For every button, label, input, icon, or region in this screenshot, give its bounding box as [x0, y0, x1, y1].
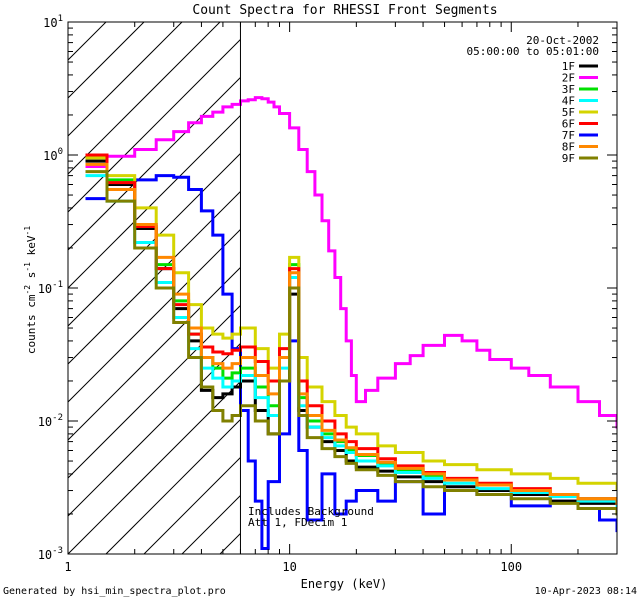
y-tick-label: 10-1 — [38, 280, 63, 296]
legend-label-3F: 3F — [562, 83, 575, 96]
hatch-line — [68, 22, 221, 175]
hatch-region — [68, 22, 241, 554]
legend-label-9F: 9F — [562, 152, 575, 165]
x-axis: 1 10 100 — [64, 22, 618, 574]
legend-label-8F: 8F — [562, 141, 575, 154]
series-2F-line — [85, 96, 617, 429]
y-axis-label-main: counts cm — [25, 294, 38, 354]
y-axis-label-exp-c: -1 — [23, 262, 32, 272]
hatch-line — [105, 419, 241, 554]
legend-label-5F: 5F — [562, 106, 575, 119]
y-tick-label: 100 — [43, 147, 63, 163]
y-axis-label-exp-a: -2 — [23, 285, 32, 295]
date-label: 20-Oct-2002 — [526, 34, 599, 47]
hatch-line — [68, 229, 241, 403]
hatch-line — [68, 191, 241, 365]
y-axis-label-kev: keV — [25, 235, 38, 262]
series-9F-line — [85, 170, 617, 516]
hatch-line — [68, 39, 241, 213]
series-5F-line — [85, 156, 617, 491]
y-axis-label-s: s — [25, 272, 38, 285]
y-tick-label: 10-3 — [38, 546, 63, 562]
y-axis-label: counts cm-2 s-1 keV-1 — [23, 226, 38, 354]
hatch-line — [143, 457, 241, 554]
hatch-line — [68, 115, 241, 289]
y-tick-label: 101 — [43, 14, 63, 30]
hatch-line — [68, 381, 241, 554]
chart-title: Count Spectra for RHESSI Front Segments — [192, 3, 497, 18]
hatch-line — [68, 22, 145, 99]
hatch-line — [68, 22, 107, 61]
time-range-label: 05:00:00 to 05:01:00 — [467, 45, 599, 58]
legend-label-1F: 1F — [562, 60, 575, 73]
legend-label-7F: 7F — [562, 129, 575, 142]
background-note: Includes Background — [248, 505, 374, 518]
legend-label-2F: 2F — [562, 72, 575, 85]
x-axis-label: Energy (keV) — [301, 577, 388, 591]
series-1F-line — [85, 159, 617, 508]
hatch-line — [68, 305, 241, 479]
attenuator-note: Att 1, FDecim 1 — [248, 516, 347, 529]
y-axis: 101 100 10-1 10-2 10-3 — [38, 14, 617, 562]
generated-by-label: Generated by hsi_min_spectra_plot.pro — [3, 586, 226, 597]
hatch-line — [68, 267, 241, 441]
x-tick-label: 10 — [282, 560, 296, 574]
hatch-line — [68, 153, 241, 327]
y-axis-label-exp-e: -1 — [23, 226, 32, 236]
legend-label-6F: 6F — [562, 118, 575, 131]
y-tick-label: 10-2 — [38, 413, 63, 429]
x-tick-label: 100 — [500, 560, 522, 574]
hatch-line — [68, 77, 241, 251]
series-group — [85, 96, 617, 550]
legend-label-4F: 4F — [562, 95, 575, 108]
hatch-line — [68, 22, 183, 137]
timestamp-label: 10-Apr-2023 08:14 — [535, 586, 637, 597]
hatch-line — [181, 495, 241, 554]
x-tick-label: 1 — [64, 560, 71, 574]
